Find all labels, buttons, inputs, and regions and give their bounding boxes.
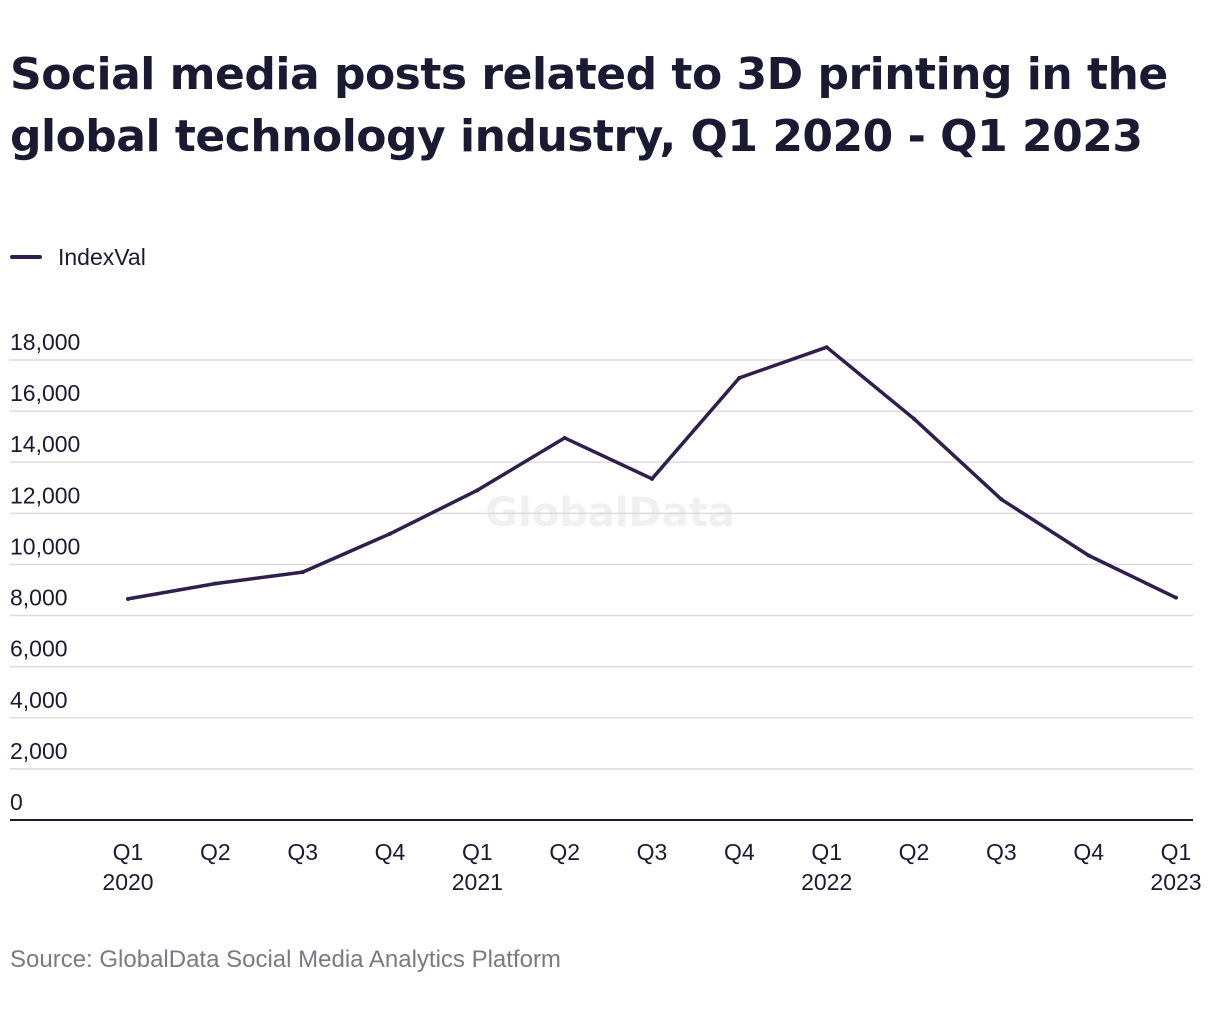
series-group (126, 345, 1178, 601)
x-tick-label: 2021 (452, 869, 503, 895)
x-axis: Q1 2020 Q2 Q3 Q4 Q1 2021 Q2 Q3 Q4 Q1 2022 Q2 Q3 Q4 Q1 20… (10, 819, 1202, 895)
data-point (650, 476, 654, 481)
y-tick-label: 0 (10, 789, 23, 815)
x-tick-label: 2020 (102, 869, 153, 895)
data-point (824, 345, 829, 350)
chart-title: Social media posts related to 3D printin… (10, 49, 1168, 162)
data-point (475, 488, 480, 493)
legend-swatch (10, 255, 42, 259)
legend-label: IndexVal (58, 243, 146, 270)
data-point (213, 581, 218, 586)
data-point (999, 497, 1004, 502)
data-point (388, 531, 392, 536)
x-tick-label: Q2 (549, 839, 580, 865)
data-point (300, 570, 305, 575)
x-tick-label: Q1 (811, 839, 842, 865)
x-tick-label: Q4 (375, 839, 406, 865)
y-tick-label: 14,000 (10, 431, 80, 457)
x-tick-label: Q1 (1161, 839, 1192, 865)
y-tick-label: 18,000 (10, 329, 80, 355)
data-point (1174, 595, 1178, 600)
y-tick-label: 2,000 (10, 738, 68, 764)
x-tick-label: Q3 (986, 839, 1017, 865)
x-tick-label: Q1 (462, 839, 493, 865)
x-tick-label: Q4 (1073, 839, 1104, 865)
y-tick-label: 12,000 (10, 482, 80, 508)
y-tick-label: 10,000 (10, 533, 80, 559)
series-line (126, 345, 1178, 601)
data-point (912, 416, 916, 421)
data-point (1086, 553, 1091, 558)
y-tick-label: 8,000 (10, 585, 68, 611)
data-point (562, 435, 567, 440)
x-tick-label: Q1 (113, 839, 144, 865)
x-tick-label: Q4 (724, 839, 755, 865)
legend: IndexVal (10, 242, 146, 272)
x-tick-label: 2022 (801, 869, 852, 895)
x-tick-label: Q3 (637, 839, 668, 865)
y-tick-label: 16,000 (10, 380, 80, 406)
y-tick-label: 6,000 (10, 636, 68, 662)
x-tick-label: 2023 (1150, 869, 1201, 895)
data-point (126, 596, 130, 601)
x-tick-label: Q3 (287, 839, 318, 865)
y-axis: 0 2,000 4,000 6,000 8,000 10,000 12,000 14,000 1… (10, 329, 80, 815)
gridlines (10, 359, 1193, 770)
source-note: Source: GlobalData Social Media Analytic… (10, 946, 561, 973)
x-tick-label: Q2 (899, 839, 930, 865)
y-tick-label: 4,000 (10, 687, 68, 713)
data-point (737, 375, 742, 380)
x-tick-label: Q2 (200, 839, 231, 865)
